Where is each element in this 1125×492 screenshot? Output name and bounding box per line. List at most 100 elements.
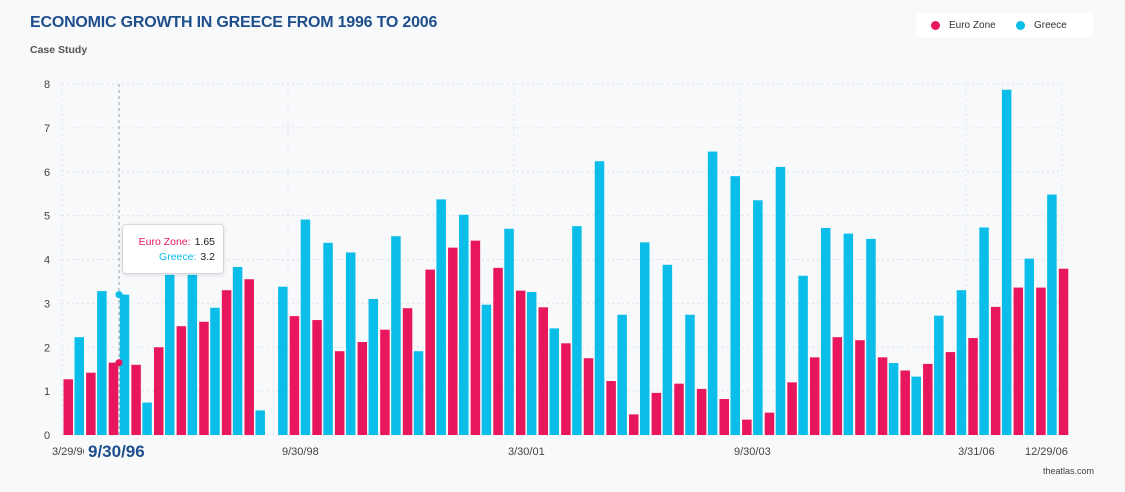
bar-greece xyxy=(323,242,333,435)
tooltip: Euro Zone: 1.65 Greece: 3.2 xyxy=(122,224,224,274)
x-tick-label: 3/31/06 xyxy=(958,446,995,458)
bar-greece xyxy=(549,328,560,435)
bar-greece xyxy=(662,264,673,435)
bar-greece xyxy=(413,351,424,435)
hover-point-greece xyxy=(115,291,123,299)
bar-greece xyxy=(481,304,492,435)
y-tick-label: 8 xyxy=(44,79,50,91)
bar-greece xyxy=(97,291,107,435)
bar-euro-zone xyxy=(357,341,368,435)
bar-greece xyxy=(934,315,944,435)
bar-greece xyxy=(572,226,582,435)
bar-euro-zone xyxy=(199,321,209,435)
x-tick-label: 12/29/06 xyxy=(1025,446,1068,458)
y-tick-label: 5 xyxy=(44,211,50,223)
bar-greece xyxy=(866,238,876,435)
bar-greece xyxy=(888,363,899,435)
legend-item-greece[interactable]: Greece xyxy=(1016,13,1067,37)
bar-greece xyxy=(730,176,740,435)
y-tick-label: 4 xyxy=(44,255,50,267)
bar-greece xyxy=(368,298,379,435)
bar-greece xyxy=(210,307,220,435)
bar-euro-zone xyxy=(719,399,729,435)
bar-euro-zone xyxy=(1036,287,1046,435)
x-tick-label: 3/30/01 xyxy=(508,446,545,458)
bar-euro-zone xyxy=(108,362,119,435)
bar-euro-zone xyxy=(86,372,96,435)
y-tick-label: 3 xyxy=(44,298,50,310)
bar-euro-zone xyxy=(402,308,413,435)
bar-euro-zone xyxy=(221,290,232,435)
bar-euro-zone xyxy=(380,329,390,435)
bar-greece xyxy=(843,233,854,435)
legend-item-euro-zone[interactable]: Euro Zone xyxy=(931,13,996,37)
bar-greece xyxy=(753,200,763,435)
bar-greece xyxy=(956,290,967,435)
bar-euro-zone xyxy=(244,279,254,435)
legend-label-greece: Greece xyxy=(1034,19,1067,31)
bar-euro-zone xyxy=(968,338,978,435)
bar-greece xyxy=(594,161,605,435)
bar-euro-zone xyxy=(334,351,345,435)
bar-greece xyxy=(255,410,265,435)
bar-greece xyxy=(300,219,311,435)
bar-euro-zone xyxy=(764,412,775,435)
bar-greece xyxy=(640,242,650,435)
bar-greece xyxy=(504,228,514,435)
bar-greece xyxy=(820,227,831,435)
bar-greece xyxy=(278,286,288,435)
bar-euro-zone xyxy=(606,381,616,435)
bar-euro-zone xyxy=(583,358,594,435)
bar-greece xyxy=(142,402,152,435)
bar-greece xyxy=(617,314,627,435)
bar-greece xyxy=(1047,194,1057,435)
hovered-date-label: 9/30/96 xyxy=(88,442,145,461)
y-tick-label: 6 xyxy=(44,167,50,179)
bar-greece xyxy=(911,376,921,435)
bar-greece xyxy=(1024,258,1035,435)
bar-greece xyxy=(187,274,198,435)
source-credit[interactable]: theatlas.com xyxy=(1043,466,1095,476)
bar-euro-zone xyxy=(742,419,752,435)
bar-euro-zone xyxy=(131,364,141,435)
bar-euro-zone xyxy=(425,269,435,435)
bar-greece xyxy=(459,214,469,435)
bar-euro-zone xyxy=(561,343,571,435)
legend-swatch-euro-zone xyxy=(931,20,940,30)
bar-euro-zone xyxy=(809,357,820,435)
x-label-mask xyxy=(84,441,156,461)
tooltip-label-greece: Greece: xyxy=(159,251,197,263)
bar-euro-zone xyxy=(493,267,503,435)
bar-euro-zone xyxy=(538,307,549,435)
bar-greece xyxy=(345,252,356,435)
legend-swatch-greece xyxy=(1016,20,1025,30)
bar-euro-zone xyxy=(855,340,865,435)
tooltip-label-euro-zone: Euro Zone: xyxy=(138,236,191,248)
bar-greece xyxy=(685,314,695,435)
bar-greece xyxy=(526,291,537,435)
bar-euro-zone xyxy=(515,290,526,435)
bar-euro-zone xyxy=(787,382,797,435)
tooltip-row-euro-zone: Euro Zone: 1.65 xyxy=(139,236,215,248)
legend: Euro Zone Greece xyxy=(916,13,1093,37)
bar-greece xyxy=(232,266,243,435)
y-tick-label: 7 xyxy=(44,123,50,135)
bar-euro-zone xyxy=(651,392,662,435)
tooltip-row-greece: Greece: 3.2 xyxy=(159,251,215,263)
bar-euro-zone xyxy=(470,240,481,435)
bar-euro-zone xyxy=(63,379,73,435)
bar-euro-zone xyxy=(696,388,707,435)
bar-euro-zone xyxy=(289,316,300,435)
bar-greece xyxy=(707,151,718,435)
bar-greece xyxy=(798,275,808,435)
y-tick-label: 2 xyxy=(44,342,50,354)
bar-greece xyxy=(164,274,175,435)
bar-euro-zone xyxy=(674,383,684,435)
x-tick-label: 9/30/03 xyxy=(734,446,771,458)
bar-greece xyxy=(391,236,401,435)
chart-title: ECONOMIC GROWTH IN GREECE FROM 1996 TO 2… xyxy=(30,14,438,31)
bar-euro-zone xyxy=(312,320,322,435)
x-tick-label: 3/29/96 xyxy=(52,446,89,458)
chart-subtitle: Case Study xyxy=(30,44,88,56)
